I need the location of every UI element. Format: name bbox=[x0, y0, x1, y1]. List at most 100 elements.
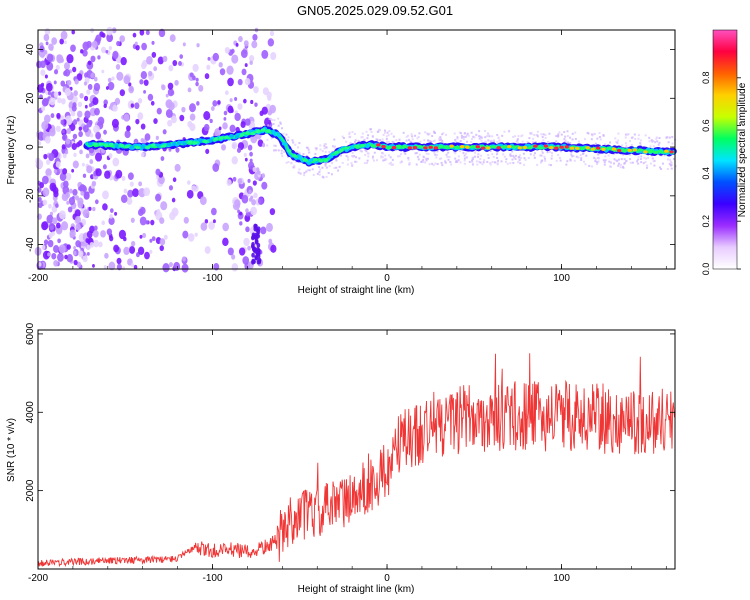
heatmap-cell bbox=[425, 159, 428, 162]
heatmap-cell bbox=[630, 136, 633, 139]
heatmap-cell bbox=[226, 65, 234, 75]
heatmap-cell bbox=[57, 91, 62, 96]
heatmap-cell bbox=[391, 140, 394, 143]
heatmap-cell bbox=[105, 49, 109, 54]
heatmap-cell bbox=[252, 259, 256, 265]
heatmap-cell bbox=[249, 60, 253, 65]
heatmap-cell bbox=[574, 137, 577, 140]
heatmap-cell bbox=[533, 154, 536, 157]
heatmap-cell bbox=[405, 135, 408, 138]
heatmap-cell bbox=[378, 128, 381, 131]
heatmap-cell bbox=[511, 150, 514, 153]
heatmap-cell bbox=[95, 168, 102, 177]
heatmap-cell bbox=[577, 156, 580, 159]
spectrogram-y-label: Frequency (Hz) bbox=[6, 116, 17, 185]
heatmap-cell bbox=[665, 136, 668, 139]
heatmap-cell bbox=[223, 110, 228, 116]
heatmap-cell bbox=[569, 136, 572, 139]
heatmap-cell bbox=[442, 132, 445, 135]
heatmap-ridge-blob bbox=[627, 148, 632, 152]
heatmap-cell bbox=[471, 161, 474, 164]
heatmap-cell bbox=[318, 170, 321, 173]
heatmap-cell bbox=[566, 130, 569, 133]
heatmap-cell bbox=[56, 252, 64, 262]
heatmap-cell bbox=[212, 163, 220, 172]
heatmap-cell bbox=[625, 146, 628, 149]
heatmap-cell bbox=[296, 146, 299, 149]
heatmap-cell bbox=[407, 158, 410, 161]
heatmap-cell bbox=[297, 171, 300, 174]
heatmap-cell bbox=[146, 55, 153, 65]
heatmap-cell bbox=[64, 87, 72, 97]
heatmap-cell bbox=[470, 140, 473, 143]
heatmap-cell bbox=[252, 33, 258, 41]
heatmap-cell bbox=[354, 140, 357, 143]
heatmap-cell bbox=[158, 175, 165, 185]
heatmap-cell bbox=[256, 229, 261, 235]
heatmap-cell bbox=[266, 222, 273, 232]
heatmap-cell bbox=[502, 153, 505, 156]
heatmap-cell bbox=[305, 170, 308, 173]
heatmap-cell bbox=[57, 238, 61, 244]
heatmap-cell bbox=[520, 135, 523, 138]
heatmap-ridge-blob bbox=[501, 145, 507, 149]
heatmap-ridge-blob bbox=[622, 149, 627, 153]
heatmap-cell bbox=[41, 175, 49, 185]
heatmap-ridge-blob bbox=[465, 145, 470, 149]
heatmap-cell bbox=[92, 97, 99, 106]
heatmap-cell bbox=[134, 102, 140, 110]
heatmap-cell bbox=[200, 222, 208, 231]
heatmap-ridge-blob bbox=[171, 142, 177, 146]
heatmap-cell bbox=[333, 146, 336, 149]
heatmap-cell bbox=[251, 199, 256, 206]
heatmap-cell bbox=[43, 153, 48, 160]
heatmap-ridge-blob bbox=[124, 145, 130, 149]
heatmap-cell bbox=[128, 82, 132, 87]
heatmap-cell bbox=[323, 147, 326, 150]
heatmap-ridge-blob bbox=[480, 146, 486, 150]
heatmap-ridge-blob bbox=[512, 145, 517, 149]
heatmap-cell bbox=[101, 69, 105, 74]
heatmap-cell bbox=[182, 230, 189, 239]
heatmap-cell bbox=[303, 171, 306, 174]
heatmap-cell bbox=[470, 159, 473, 162]
heatmap-cell bbox=[314, 147, 317, 150]
heatmap-cell bbox=[53, 169, 58, 174]
heatmap-cell bbox=[559, 159, 562, 162]
heatmap-cell bbox=[62, 133, 68, 142]
heatmap-cell bbox=[231, 141, 238, 150]
heatmap-cell bbox=[594, 157, 597, 160]
heatmap-cell bbox=[496, 156, 499, 159]
heatmap-cell bbox=[327, 172, 330, 175]
heatmap-cell bbox=[598, 132, 601, 135]
heatmap-cell bbox=[237, 103, 243, 110]
heatmap-cell bbox=[438, 137, 441, 140]
heatmap-cell bbox=[256, 233, 261, 239]
heatmap-cell bbox=[311, 168, 314, 171]
heatmap-cell bbox=[266, 91, 272, 99]
heatmap-cell bbox=[204, 246, 211, 254]
heatmap-cell bbox=[540, 154, 543, 157]
heatmap-cell bbox=[231, 54, 239, 64]
heatmap-cell bbox=[470, 131, 473, 134]
heatmap-cell bbox=[103, 103, 107, 109]
heatmap-cell bbox=[390, 161, 393, 164]
heatmap-cell bbox=[144, 251, 150, 260]
heatmap-cell bbox=[229, 98, 233, 103]
heatmap-cell bbox=[435, 153, 438, 156]
heatmap-cell bbox=[134, 41, 138, 46]
heatmap-cell bbox=[59, 168, 64, 174]
heatmap-cell bbox=[45, 168, 52, 177]
heatmap-cell bbox=[82, 255, 88, 263]
heatmap-cell bbox=[282, 132, 285, 135]
heatmap-cell bbox=[144, 133, 151, 141]
heatmap-cell bbox=[546, 151, 549, 154]
heatmap-cell bbox=[109, 208, 114, 213]
heatmap-cell bbox=[388, 140, 391, 143]
heatmap-ridge-blob bbox=[554, 146, 559, 150]
heatmap-cell bbox=[266, 144, 269, 147]
heatmap-cell bbox=[47, 239, 54, 248]
heatmap-cell bbox=[189, 72, 194, 78]
heatmap-cell bbox=[159, 245, 164, 252]
